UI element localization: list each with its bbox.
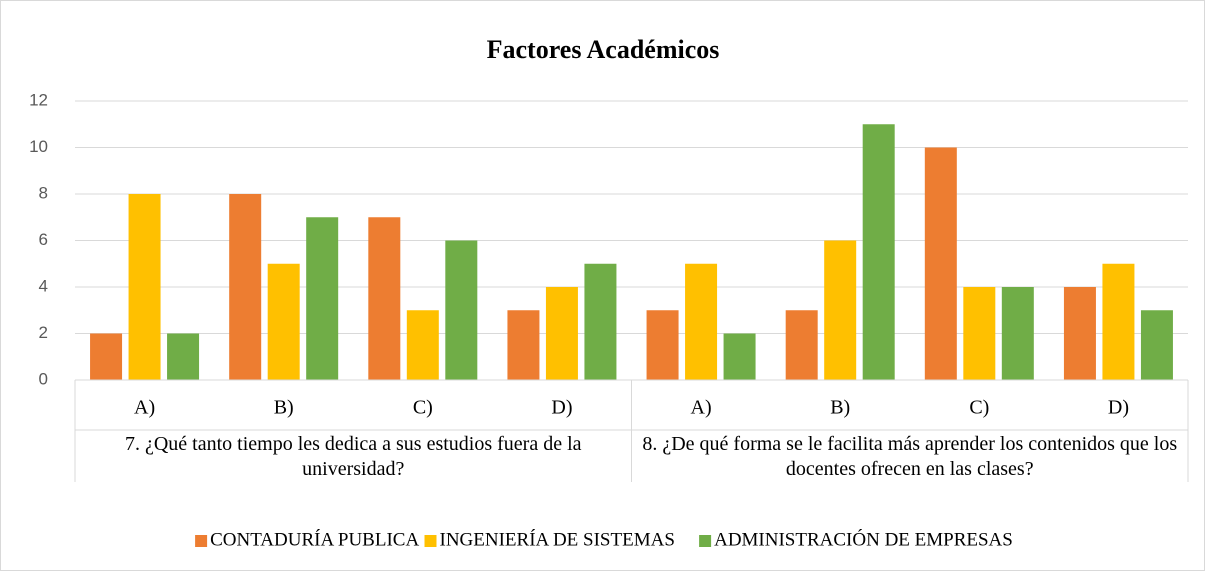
bar [963, 287, 996, 380]
bar [1063, 287, 1096, 380]
legend-swatch [699, 535, 712, 547]
bar [445, 240, 478, 380]
group-label: 7. ¿Qué tanto tiempo les dedica a sus es… [124, 433, 582, 480]
y-tick-label: 4 [39, 276, 48, 295]
bar [90, 333, 123, 380]
legend-label: CONTADURÍA PUBLICA [210, 528, 419, 550]
bar [229, 194, 262, 380]
x-tick-label: C) [969, 397, 989, 419]
bar [685, 263, 718, 380]
y-tick-label: 10 [29, 137, 48, 156]
y-tick-label: 2 [39, 323, 48, 342]
bar [507, 310, 540, 380]
y-tick-label: 6 [39, 230, 48, 249]
bar [267, 263, 300, 380]
x-tick-label: B) [830, 397, 850, 419]
y-tick-label: 12 [29, 90, 48, 109]
bar [368, 217, 401, 380]
x-tick-label: D) [551, 397, 572, 419]
x-tick-label: D) [1108, 397, 1129, 419]
bar [306, 217, 339, 380]
bar [1001, 287, 1034, 380]
x-tick-label: B) [274, 397, 294, 419]
bar [584, 263, 617, 380]
legend-label: INGENIERÍA DE SISTEMAS [440, 528, 675, 550]
bar [545, 287, 578, 380]
bar [646, 310, 679, 380]
y-tick-label: 8 [39, 183, 48, 202]
legend-swatch [195, 535, 208, 547]
bar [723, 333, 756, 380]
bar [824, 240, 857, 380]
bar [1140, 310, 1173, 380]
x-tick-label: A) [134, 397, 155, 419]
legend-swatch [424, 535, 437, 547]
chart-title: Factores Académicos [487, 35, 720, 64]
legend-label: ADMINISTRACIÓN DE EMPRESAS [714, 528, 1013, 550]
bar [128, 194, 161, 380]
x-tick-label: A) [691, 397, 712, 419]
bar [406, 310, 439, 380]
group-label: 8. ¿De qué forma se le facilita más apre… [642, 433, 1178, 480]
bar [167, 333, 200, 380]
bar [785, 310, 818, 380]
bar [1102, 263, 1135, 380]
bar [924, 147, 957, 380]
x-tick-label: C) [413, 397, 433, 419]
y-tick-label: 0 [39, 369, 48, 388]
bar [862, 124, 895, 380]
